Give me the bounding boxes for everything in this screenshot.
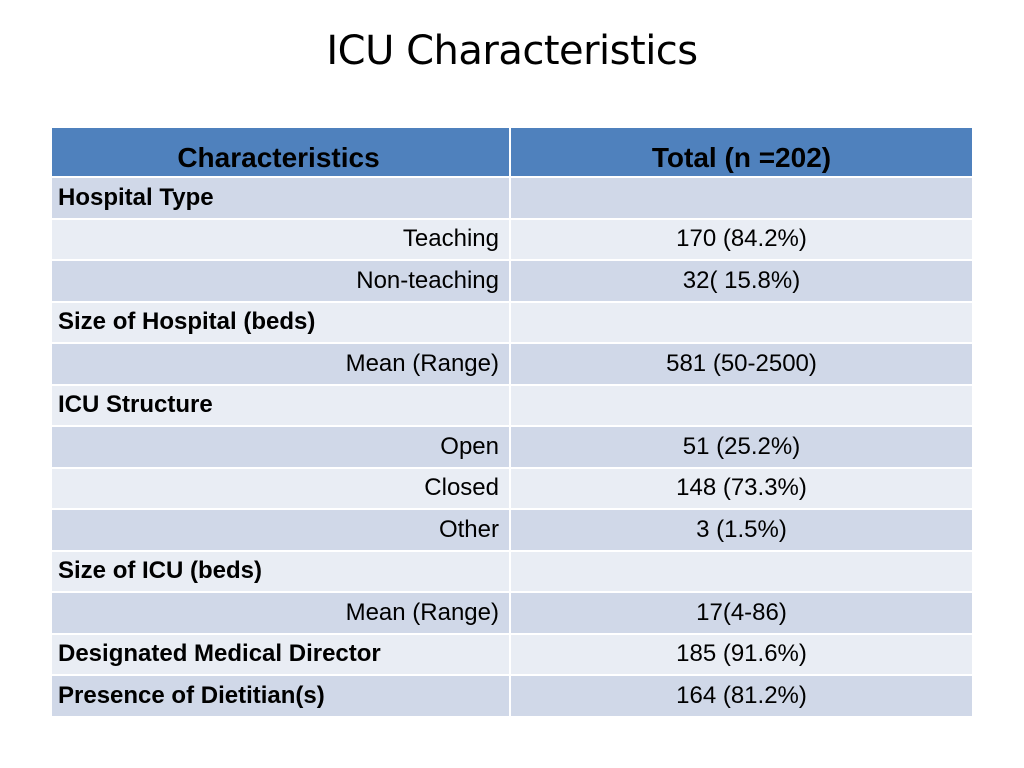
- row-heading-label: Presence of Dietitian(s): [52, 676, 511, 718]
- row-heading-label: Size of ICU (beds): [52, 551, 511, 593]
- row-value: 170 (84.2%): [511, 219, 972, 261]
- row-heading-label: Size of Hospital (beds): [52, 302, 511, 344]
- row-sub-label: Closed: [52, 468, 511, 510]
- row-sub-label: Open: [52, 427, 511, 469]
- table-header-row: Characteristics Total (n =202): [52, 128, 972, 178]
- table-row: Mean (Range) 581 (50-2500): [52, 344, 972, 386]
- column-header-characteristics: Characteristics: [52, 128, 511, 178]
- page-title: ICU Characteristics: [326, 28, 698, 74]
- row-sub-label: Other: [52, 510, 511, 552]
- row-value: [511, 178, 972, 220]
- row-heading-label: Designated Medical Director: [52, 634, 511, 676]
- table-body: Hospital Type Teaching 170 (84.2%) Non-teac…: [52, 178, 972, 718]
- table-row: ICU Structure: [52, 385, 972, 427]
- row-sub-label: Teaching: [52, 219, 511, 261]
- row-value: [511, 551, 972, 593]
- row-value: 3 (1.5%): [511, 510, 972, 552]
- table-row: Size of ICU (beds): [52, 551, 972, 593]
- row-sub-label: Non-teaching: [52, 261, 511, 303]
- table-row: Open 51 (25.2%): [52, 427, 972, 469]
- row-value: 164 (81.2%): [511, 676, 972, 718]
- row-heading-label: Hospital Type: [52, 178, 511, 220]
- table-row: Hospital Type: [52, 178, 972, 220]
- row-value: 148 (73.3%): [511, 468, 972, 510]
- row-value: 185 (91.6%): [511, 634, 972, 676]
- row-sub-label: Mean (Range): [52, 344, 511, 386]
- row-value: 17(4-86): [511, 593, 972, 635]
- row-sub-label: Mean (Range): [52, 593, 511, 635]
- row-value: 32( 15.8%): [511, 261, 972, 303]
- row-value: 581 (50-2500): [511, 344, 972, 386]
- table-row: Size of Hospital (beds): [52, 302, 972, 344]
- row-heading-label: ICU Structure: [52, 385, 511, 427]
- row-value: [511, 302, 972, 344]
- characteristics-table: Characteristics Total (n =202) Hospital …: [52, 128, 972, 718]
- table-row: Other 3 (1.5%): [52, 510, 972, 552]
- row-value: 51 (25.2%): [511, 427, 972, 469]
- row-value: [511, 385, 972, 427]
- table-row: Non-teaching 32( 15.8%): [52, 261, 972, 303]
- table-row: Teaching 170 (84.2%): [52, 219, 972, 261]
- table-row: Mean (Range) 17(4-86): [52, 593, 972, 635]
- table-row: Closed 148 (73.3%): [52, 468, 972, 510]
- table-row: Presence of Dietitian(s) 164 (81.2%): [52, 676, 972, 718]
- table-row: Designated Medical Director 185 (91.6%): [52, 634, 972, 676]
- column-header-total: Total (n =202): [511, 128, 972, 178]
